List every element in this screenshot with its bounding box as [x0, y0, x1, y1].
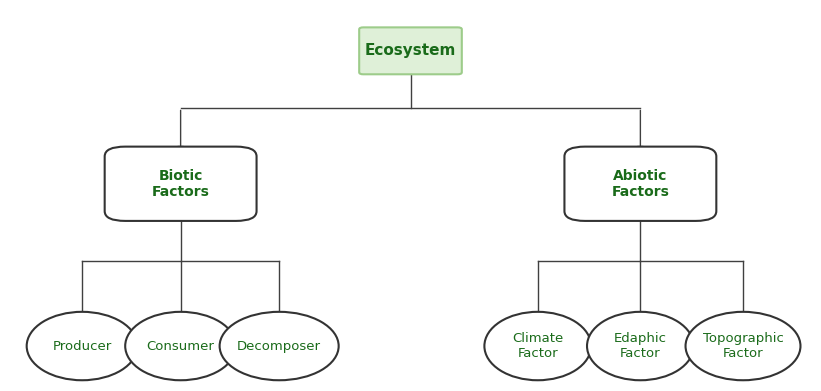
Text: Decomposer: Decomposer [237, 339, 321, 353]
Text: Producer: Producer [53, 339, 112, 353]
Ellipse shape [220, 312, 338, 380]
Ellipse shape [125, 312, 236, 380]
Ellipse shape [484, 312, 591, 380]
Text: Biotic
Factors: Biotic Factors [152, 169, 209, 199]
Text: Consumer: Consumer [147, 339, 214, 353]
Text: Climate
Factor: Climate Factor [512, 332, 563, 360]
Text: Edaphic
Factor: Edaphic Factor [614, 332, 667, 360]
FancyBboxPatch shape [565, 147, 716, 221]
Ellipse shape [686, 312, 800, 380]
Text: Ecosystem: Ecosystem [365, 43, 456, 58]
Ellipse shape [587, 312, 694, 380]
Text: Abiotic
Factors: Abiotic Factors [612, 169, 669, 199]
FancyBboxPatch shape [105, 147, 257, 221]
FancyBboxPatch shape [360, 27, 461, 74]
Ellipse shape [27, 312, 138, 380]
Text: Topographic
Factor: Topographic Factor [703, 332, 783, 360]
